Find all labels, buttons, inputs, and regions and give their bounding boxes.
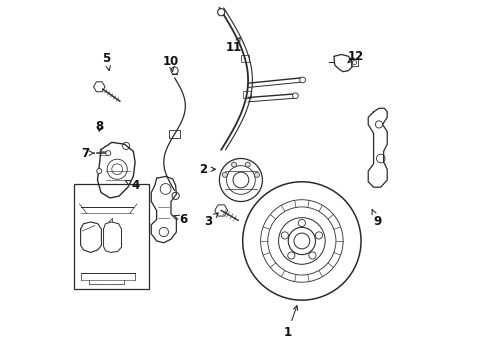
Circle shape (233, 172, 248, 188)
Bar (241, 55, 249, 62)
Text: 2: 2 (199, 163, 215, 176)
Text: 12: 12 (347, 50, 363, 63)
Circle shape (315, 232, 322, 239)
Circle shape (287, 252, 294, 259)
Circle shape (298, 220, 305, 226)
Circle shape (293, 233, 309, 249)
Circle shape (105, 150, 110, 156)
Text: 10: 10 (163, 55, 179, 71)
Circle shape (254, 172, 259, 177)
Circle shape (292, 93, 298, 99)
Bar (169, 130, 180, 139)
Text: 8: 8 (95, 120, 103, 133)
Text: 11: 11 (225, 37, 242, 54)
Bar (74, 184, 149, 289)
Circle shape (352, 60, 356, 64)
Text: 6: 6 (174, 213, 187, 226)
Bar (243, 91, 250, 98)
Text: 3: 3 (204, 213, 218, 228)
Circle shape (308, 252, 315, 259)
Circle shape (217, 9, 224, 16)
Circle shape (287, 227, 315, 255)
Text: 7: 7 (81, 147, 94, 159)
Text: 5: 5 (102, 51, 110, 71)
Text: 9: 9 (371, 209, 381, 228)
Bar (351, 59, 357, 66)
Circle shape (222, 172, 227, 177)
Circle shape (299, 77, 305, 83)
Circle shape (281, 232, 288, 239)
Text: 4: 4 (125, 179, 139, 192)
Text: 1: 1 (283, 306, 297, 339)
Circle shape (245, 162, 250, 167)
Circle shape (97, 168, 102, 174)
Circle shape (231, 162, 236, 167)
